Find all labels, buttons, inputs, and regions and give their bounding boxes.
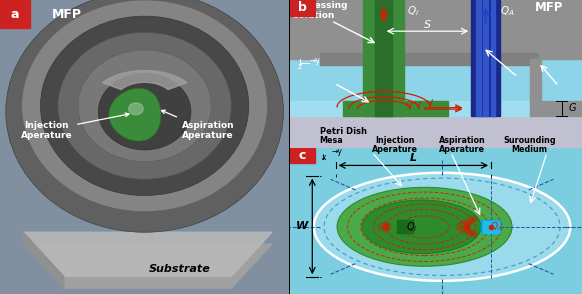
Text: Injection: Injection xyxy=(375,136,415,145)
Text: Processing: Processing xyxy=(292,1,347,11)
Text: L: L xyxy=(410,153,417,163)
Ellipse shape xyxy=(337,187,512,266)
Bar xyxy=(363,0,404,116)
Bar xyxy=(343,101,448,116)
Text: Aspiration
Aperature: Aspiration Aperature xyxy=(161,110,235,140)
Bar xyxy=(484,0,488,116)
Text: $Q_A$: $Q_A$ xyxy=(490,221,503,233)
Text: →y: →y xyxy=(331,147,342,156)
Text: $Q_i$: $Q_i$ xyxy=(407,4,419,18)
Bar xyxy=(481,220,501,233)
Bar xyxy=(530,101,582,116)
Bar xyxy=(290,0,315,16)
Bar xyxy=(0,0,30,28)
Text: x: x xyxy=(322,153,327,162)
Text: MFP: MFP xyxy=(535,1,564,14)
Text: MFP: MFP xyxy=(52,8,82,21)
Ellipse shape xyxy=(362,200,481,254)
Ellipse shape xyxy=(41,16,249,196)
Bar xyxy=(320,54,538,65)
Text: $Q_i$: $Q_i$ xyxy=(406,220,417,234)
Text: $Q_A$: $Q_A$ xyxy=(501,4,515,18)
Bar xyxy=(397,220,413,233)
Text: Injection
Aperature: Injection Aperature xyxy=(20,113,129,140)
Text: Aspiration: Aspiration xyxy=(439,136,486,145)
Text: Solution: Solution xyxy=(292,11,334,20)
Bar xyxy=(290,21,582,128)
Ellipse shape xyxy=(98,74,191,150)
Text: →y: →y xyxy=(310,56,320,65)
Bar xyxy=(375,0,392,116)
Text: Aperature: Aperature xyxy=(372,145,418,154)
Bar xyxy=(290,101,582,116)
Ellipse shape xyxy=(314,173,570,281)
Text: c: c xyxy=(299,149,306,162)
Polygon shape xyxy=(129,103,143,115)
Bar xyxy=(290,148,315,163)
Polygon shape xyxy=(23,232,63,288)
Text: ↓: ↓ xyxy=(319,153,326,162)
Text: W: W xyxy=(296,221,308,231)
Polygon shape xyxy=(102,71,187,90)
Text: Medium: Medium xyxy=(512,145,548,154)
Text: G: G xyxy=(569,103,576,113)
Text: Surounding: Surounding xyxy=(503,136,556,145)
Ellipse shape xyxy=(6,0,283,232)
Ellipse shape xyxy=(22,0,268,212)
Bar xyxy=(483,221,499,233)
Polygon shape xyxy=(23,244,272,288)
Text: Aperature: Aperature xyxy=(439,145,485,154)
Ellipse shape xyxy=(58,32,232,179)
Text: S: S xyxy=(424,20,431,30)
Text: b: b xyxy=(298,1,307,14)
Bar xyxy=(290,116,582,148)
Text: a: a xyxy=(11,8,19,21)
Text: Mesa: Mesa xyxy=(320,136,343,145)
Text: Substrate: Substrate xyxy=(148,264,210,274)
Bar xyxy=(476,0,481,116)
Bar xyxy=(491,0,495,116)
Bar xyxy=(290,0,582,59)
Bar xyxy=(530,59,541,101)
Bar xyxy=(471,0,501,116)
Polygon shape xyxy=(109,88,161,141)
Text: Petri Dish: Petri Dish xyxy=(320,127,367,136)
Ellipse shape xyxy=(78,50,211,162)
Text: z: z xyxy=(298,62,302,71)
Polygon shape xyxy=(23,232,272,276)
